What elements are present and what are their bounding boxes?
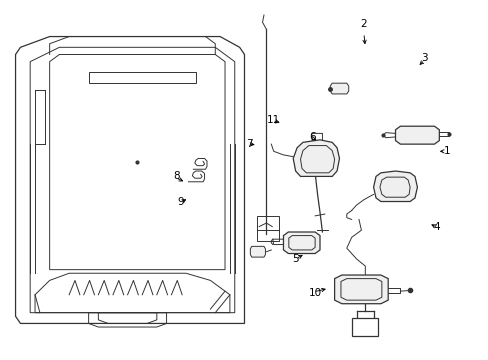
Text: 11: 11	[266, 115, 280, 125]
Text: 2: 2	[360, 19, 366, 29]
Text: 6: 6	[309, 132, 315, 142]
Text: 3: 3	[421, 53, 427, 63]
Text: 1: 1	[443, 146, 449, 156]
Polygon shape	[283, 232, 319, 253]
Text: 5: 5	[292, 254, 298, 264]
Text: 9: 9	[178, 197, 184, 207]
Text: 4: 4	[433, 222, 439, 231]
Text: 10: 10	[308, 288, 321, 298]
Polygon shape	[395, 126, 438, 144]
Polygon shape	[351, 318, 378, 336]
Text: 7: 7	[245, 139, 252, 149]
Polygon shape	[334, 275, 387, 304]
Polygon shape	[293, 140, 339, 176]
Polygon shape	[373, 171, 417, 202]
Polygon shape	[250, 246, 265, 257]
Polygon shape	[329, 83, 348, 94]
Text: 8: 8	[173, 171, 179, 181]
